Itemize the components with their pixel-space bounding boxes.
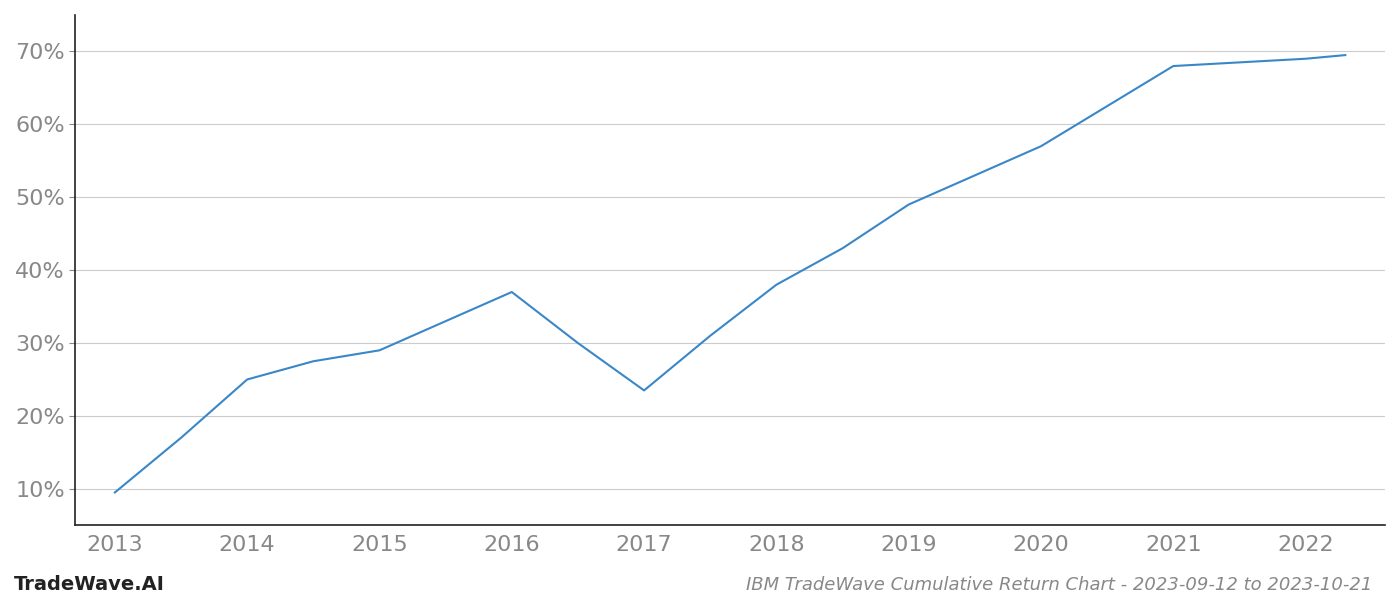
Text: TradeWave.AI: TradeWave.AI bbox=[14, 575, 165, 594]
Text: IBM TradeWave Cumulative Return Chart - 2023-09-12 to 2023-10-21: IBM TradeWave Cumulative Return Chart - … bbox=[746, 576, 1372, 594]
